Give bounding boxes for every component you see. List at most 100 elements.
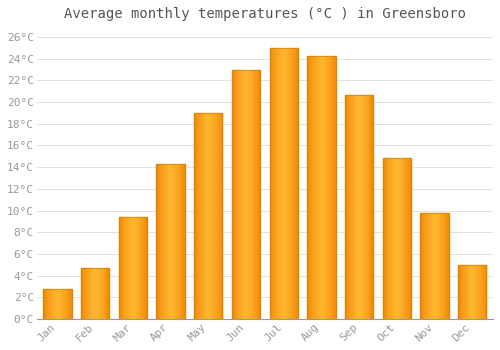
Bar — [312, 56, 313, 319]
Bar — [350, 94, 352, 319]
Bar — [352, 94, 354, 319]
Bar — [458, 265, 486, 319]
Bar — [447, 213, 448, 319]
Bar — [244, 70, 245, 319]
Bar — [170, 164, 172, 319]
Bar — [311, 56, 312, 319]
Bar — [425, 213, 426, 319]
Bar — [424, 213, 425, 319]
Bar — [249, 70, 250, 319]
Bar — [318, 56, 320, 319]
Bar — [461, 265, 462, 319]
Bar — [211, 113, 212, 319]
Bar — [359, 94, 360, 319]
Bar — [316, 56, 317, 319]
Bar — [313, 56, 314, 319]
Bar — [172, 164, 174, 319]
Bar — [482, 265, 484, 319]
Bar — [333, 56, 334, 319]
Bar — [276, 48, 277, 319]
Bar — [242, 70, 243, 319]
Bar — [197, 113, 198, 319]
Bar — [156, 164, 158, 319]
Bar — [477, 265, 478, 319]
Bar — [328, 56, 329, 319]
Bar — [331, 56, 332, 319]
Bar — [217, 113, 218, 319]
Bar — [448, 213, 449, 319]
Bar — [256, 70, 258, 319]
Bar — [90, 268, 92, 319]
Bar — [428, 213, 429, 319]
Bar — [52, 288, 53, 319]
Bar — [145, 217, 146, 319]
Bar — [120, 217, 122, 319]
Bar — [142, 217, 144, 319]
Bar — [474, 265, 475, 319]
Bar — [212, 113, 213, 319]
Bar — [443, 213, 444, 319]
Bar — [138, 217, 140, 319]
Bar — [391, 159, 392, 319]
Bar — [392, 159, 393, 319]
Bar — [85, 268, 86, 319]
Bar — [194, 113, 195, 319]
Bar — [184, 164, 185, 319]
Bar — [363, 94, 364, 319]
Bar — [66, 288, 67, 319]
Bar — [360, 94, 361, 319]
Bar — [204, 113, 206, 319]
Bar — [365, 94, 366, 319]
Bar — [218, 113, 220, 319]
Bar — [442, 213, 443, 319]
Bar — [233, 70, 234, 319]
Bar — [297, 48, 298, 319]
Bar — [166, 164, 167, 319]
Bar — [180, 164, 181, 319]
Bar — [132, 217, 133, 319]
Bar — [162, 164, 163, 319]
Bar — [284, 48, 286, 319]
Bar — [182, 164, 183, 319]
Bar — [97, 268, 98, 319]
Bar — [372, 94, 374, 319]
Bar — [124, 217, 126, 319]
Bar — [259, 70, 260, 319]
Bar — [140, 217, 141, 319]
Bar — [288, 48, 290, 319]
Bar — [94, 268, 95, 319]
Bar — [294, 48, 295, 319]
Bar — [118, 217, 120, 319]
Bar — [131, 217, 132, 319]
Bar — [432, 213, 433, 319]
Bar — [234, 70, 235, 319]
Bar — [160, 164, 161, 319]
Bar — [292, 48, 293, 319]
Bar — [177, 164, 178, 319]
Bar — [478, 265, 479, 319]
Bar — [436, 213, 438, 319]
Bar — [53, 288, 54, 319]
Bar — [163, 164, 164, 319]
Title: Average monthly temperatures (°C ) in Greensboro: Average monthly temperatures (°C ) in Gr… — [64, 7, 466, 21]
Bar — [201, 113, 202, 319]
Bar — [158, 164, 160, 319]
Bar — [104, 268, 106, 319]
Bar — [431, 213, 432, 319]
Bar — [320, 56, 322, 319]
Bar — [404, 159, 406, 319]
Bar — [309, 56, 310, 319]
Bar — [426, 213, 427, 319]
Bar — [458, 265, 459, 319]
Bar — [86, 268, 88, 319]
Bar — [258, 70, 260, 319]
Bar — [135, 217, 136, 319]
Bar — [168, 164, 169, 319]
Bar — [100, 268, 101, 319]
Bar — [356, 94, 358, 319]
Bar — [202, 113, 203, 319]
Bar — [481, 265, 482, 319]
Bar — [165, 164, 166, 319]
Bar — [290, 48, 292, 319]
Bar — [238, 70, 240, 319]
